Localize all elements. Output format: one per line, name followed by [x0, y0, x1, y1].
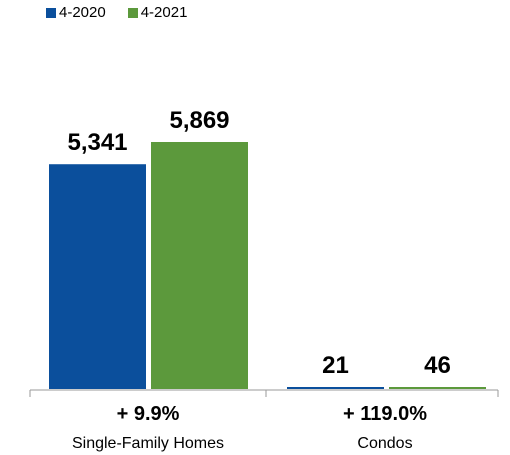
bar-value-label-0-1: 5,869: [169, 107, 229, 134]
bars-group: [49, 142, 486, 389]
change-label-0: + 9.9%: [117, 403, 180, 425]
bar-value-label-1-1: 46: [424, 352, 451, 379]
legend-item-2020: 4-2020: [46, 4, 106, 21]
legend-label-2021: 4-2021: [140, 4, 188, 21]
bar-1-0: [287, 387, 384, 389]
legend-item-2021: 4-2021: [127, 4, 188, 21]
category-label-1: Condos: [357, 435, 412, 452]
bar-1-1: [389, 387, 486, 389]
bar-0-1: [151, 142, 248, 389]
legend-swatch-2021: [127, 7, 138, 18]
labels-group: 5,341 5,869 + 9.9% Single-Family Homes 21 46 +…: [67, 107, 450, 452]
legend-swatch-2020: [46, 7, 56, 18]
bar-value-label-0-0: 5,341: [67, 129, 127, 156]
change-label-1: + 119.0%: [343, 403, 427, 425]
bar-0-0: [49, 164, 146, 389]
bar-value-label-1-0: 21: [322, 352, 349, 379]
legend: 4-2020 4-2021: [46, 4, 209, 21]
legend-label-2020: 4-2020: [59, 4, 106, 21]
category-label-0: Single-Family Homes: [72, 435, 224, 452]
